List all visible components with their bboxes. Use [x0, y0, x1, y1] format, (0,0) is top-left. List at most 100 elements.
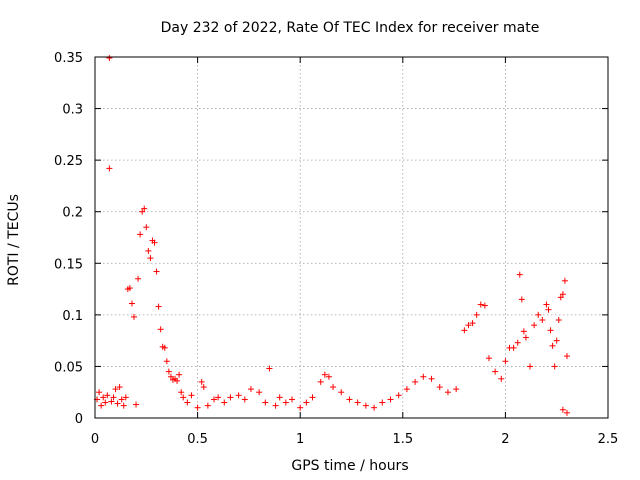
data-point — [461, 327, 468, 334]
data-point — [436, 384, 443, 391]
data-point — [535, 311, 542, 318]
data-point — [420, 373, 427, 380]
data-marks — [94, 55, 570, 416]
data-point — [247, 386, 254, 393]
data-point — [157, 326, 164, 333]
data-point — [108, 398, 115, 405]
y-tick-label: 0.25 — [54, 154, 83, 169]
data-point — [211, 396, 218, 403]
data-point — [557, 294, 564, 301]
x-tick-label: 0.5 — [187, 432, 208, 447]
y-tick-label: 0 — [75, 412, 83, 427]
data-point — [114, 400, 121, 407]
data-point — [215, 394, 222, 401]
data-point — [163, 358, 170, 365]
data-point — [137, 231, 144, 238]
data-point — [120, 402, 127, 409]
data-point — [126, 285, 133, 292]
data-point — [563, 353, 570, 360]
data-point — [338, 389, 345, 396]
data-point — [141, 205, 148, 212]
data-point — [522, 334, 529, 341]
data-point — [551, 363, 558, 370]
data-point — [553, 337, 560, 344]
data-point — [371, 404, 378, 411]
x-tick-label: 2 — [501, 432, 509, 447]
data-point — [543, 301, 550, 308]
data-point — [317, 378, 324, 385]
data-point — [559, 406, 566, 413]
data-point — [520, 328, 527, 335]
data-point — [387, 396, 394, 403]
data-point — [276, 394, 283, 401]
data-point — [518, 296, 525, 303]
data-point — [549, 342, 556, 349]
data-point — [221, 399, 228, 406]
data-point — [262, 399, 269, 406]
data-point — [184, 399, 191, 406]
data-point — [473, 311, 480, 318]
data-point — [561, 277, 568, 284]
data-point — [362, 402, 369, 409]
chart-title: Day 232 of 2022, Rate Of TEC Index for r… — [161, 20, 540, 36]
data-point — [102, 399, 109, 406]
data-point — [200, 384, 207, 391]
data-point — [469, 320, 476, 327]
data-point — [235, 392, 242, 399]
data-point — [444, 389, 451, 396]
y-tick-label: 0.15 — [54, 257, 83, 272]
data-point — [165, 368, 172, 375]
data-point — [321, 371, 328, 378]
data-point — [204, 402, 211, 409]
data-point — [188, 392, 195, 399]
tick-labels: 0 0.5 1 1.5 2 2.5 0 0.05 0.1 0.15 0.2 0.25 0.3 0.35 — [54, 51, 618, 447]
data-point — [346, 396, 353, 403]
data-point — [395, 392, 402, 399]
x-tick-label: 2.5 — [598, 432, 619, 447]
grid — [95, 57, 608, 418]
data-point — [194, 404, 201, 411]
data-point — [256, 389, 263, 396]
data-point — [178, 389, 185, 396]
data-point — [379, 399, 386, 406]
data-point — [403, 386, 410, 393]
data-point — [130, 313, 137, 320]
data-point — [498, 375, 505, 382]
data-point — [155, 303, 162, 310]
data-point — [180, 394, 187, 401]
x-tick-label: 1.5 — [392, 432, 413, 447]
y-tick-label: 0.35 — [54, 51, 83, 66]
data-point — [559, 291, 566, 298]
y-tick-label: 0.05 — [54, 360, 83, 375]
data-point — [100, 394, 107, 401]
data-point — [465, 322, 472, 329]
data-point — [297, 404, 304, 411]
data-point — [106, 55, 113, 62]
data-point — [98, 402, 105, 409]
data-point — [96, 389, 103, 396]
data-point — [502, 358, 509, 365]
x-tick-label: 0 — [91, 432, 99, 447]
data-point — [514, 339, 521, 346]
data-point — [110, 394, 117, 401]
data-point — [147, 255, 154, 262]
data-point — [145, 247, 152, 254]
data-point — [153, 268, 160, 275]
data-point — [477, 301, 484, 308]
data-point — [481, 302, 488, 309]
data-point — [547, 327, 554, 334]
data-point — [412, 378, 419, 385]
data-point — [516, 271, 523, 278]
data-point — [167, 373, 174, 380]
data-point — [428, 375, 435, 382]
data-point — [104, 392, 111, 399]
data-point — [545, 306, 552, 313]
data-point — [176, 371, 183, 378]
data-point — [510, 344, 517, 351]
data-point — [272, 402, 279, 409]
data-point — [135, 275, 142, 282]
data-point — [151, 239, 158, 246]
data-point — [282, 399, 289, 406]
